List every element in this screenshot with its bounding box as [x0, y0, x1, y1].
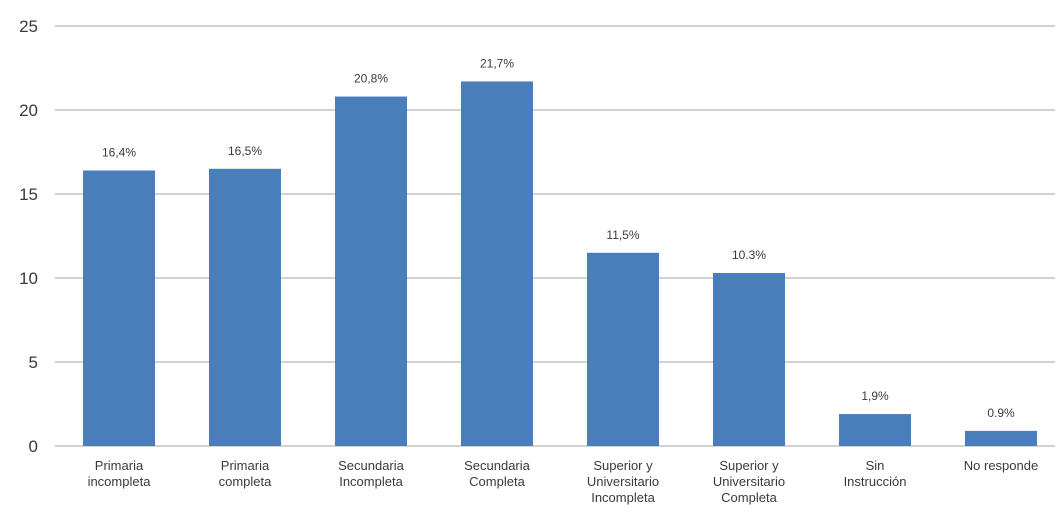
x-tick-label: Secundaria Incompleta: [338, 458, 405, 489]
y-axis-ticks: 0 5 10 15 20 25: [19, 17, 38, 456]
data-labels: 16,4% 16,5% 20,8% 21,7% 11,5% 10.3% 1,9% 0.9%: [102, 56, 1015, 419]
x-tick-label-line: Secundaria: [464, 458, 531, 473]
x-tick-label-line: Instrucción: [844, 474, 907, 489]
bar: [209, 168, 281, 447]
x-tick-label: Primaria completa: [219, 458, 273, 489]
y-tick-label: 0: [29, 437, 38, 456]
x-tick-label-line: Secundaria: [338, 458, 405, 473]
bar: [461, 81, 533, 446]
x-tick-label-line: Primaria: [221, 458, 270, 473]
x-tick-label-line: Incompleta: [339, 474, 403, 489]
data-label: 20,8%: [354, 72, 388, 86]
x-tick-label: No responde: [964, 458, 1038, 473]
x-tick-label: Superior y Universitario Completa: [713, 458, 785, 505]
x-tick-label-line: No responde: [964, 458, 1038, 473]
x-tick-label: Sin Instrucción: [844, 458, 907, 489]
x-tick-label-line: incompleta: [88, 474, 152, 489]
bar: [839, 414, 911, 446]
data-label: 1,9%: [861, 389, 889, 403]
gridlines: [55, 25, 1055, 447]
y-tick-label: 15: [19, 185, 38, 204]
y-tick-label: 10: [19, 269, 38, 288]
x-tick-label-line: completa: [219, 474, 273, 489]
data-label: 11,5%: [606, 228, 639, 242]
data-label: 16,4%: [102, 145, 136, 159]
data-label: 0.9%: [987, 406, 1015, 420]
data-label: 21,7%: [480, 56, 514, 70]
bar: [335, 96, 407, 446]
bar: [587, 252, 659, 446]
data-label: 16,5%: [228, 144, 262, 158]
x-tick-label-line: Completa: [469, 474, 525, 489]
x-tick-label-line: Universitario: [587, 474, 659, 489]
x-tick-label-line: Superior y: [593, 458, 653, 473]
x-tick-label-line: Incompleta: [591, 490, 655, 505]
bar: [83, 170, 155, 447]
x-tick-label-line: Primaria: [95, 458, 144, 473]
x-tick-label-line: Sin: [866, 458, 885, 473]
x-tick-label: Superior y Universitario Incompleta: [587, 458, 659, 505]
bars: [83, 81, 1037, 447]
x-tick-label-line: Superior y: [719, 458, 779, 473]
y-tick-label: 20: [19, 101, 38, 120]
x-tick-label: Secundaria Completa: [464, 458, 531, 489]
bar: [965, 430, 1037, 446]
x-tick-label-line: Completa: [721, 490, 777, 505]
x-tick-label-line: Universitario: [713, 474, 785, 489]
y-tick-label: 25: [19, 17, 38, 36]
data-label: 10.3%: [732, 248, 766, 262]
bar: [713, 272, 785, 446]
y-tick-label: 5: [29, 353, 38, 372]
x-tick-label: Primaria incompleta: [88, 458, 152, 489]
